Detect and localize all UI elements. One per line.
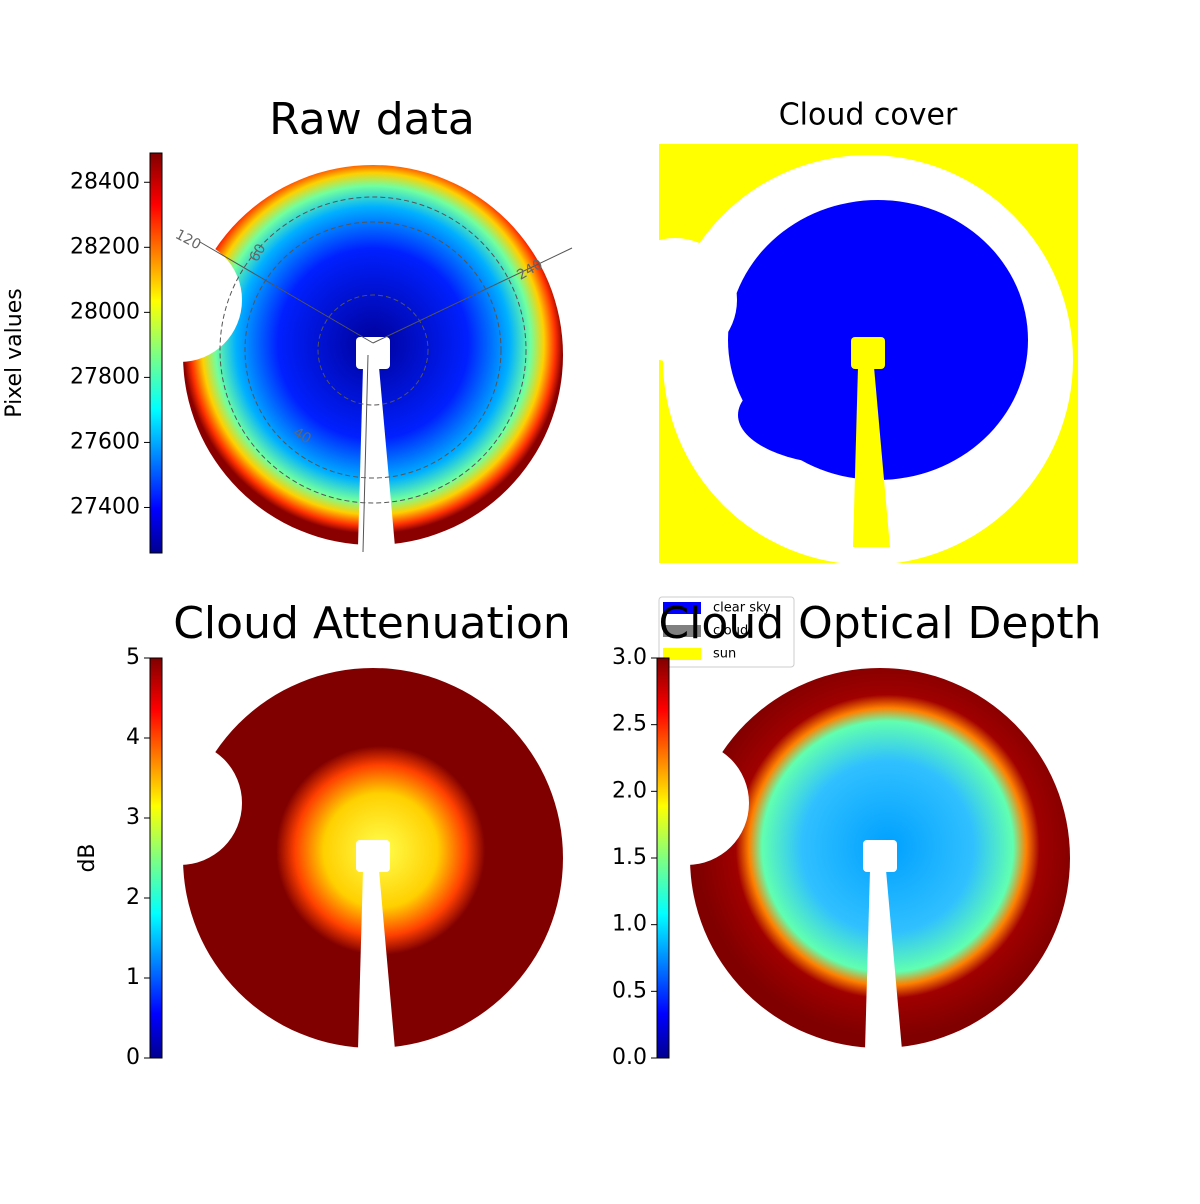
colorbar-tick-label: 2.0 bbox=[612, 778, 647, 803]
panel-title: Raw data bbox=[269, 94, 475, 145]
mask-notch bbox=[613, 238, 737, 362]
legend-label: clear sky bbox=[713, 601, 771, 616]
colorbar-tick-label: 1.5 bbox=[612, 845, 647, 870]
mask-notch bbox=[118, 238, 242, 362]
clear-sky-area bbox=[738, 365, 958, 465]
colorbar-tick-label: 0.5 bbox=[612, 978, 647, 1003]
legend-label: sun bbox=[713, 647, 736, 662]
colorbar-tick-label: 2 bbox=[126, 885, 140, 910]
polar-circle bbox=[317, 294, 429, 406]
polar-grid bbox=[199, 196, 573, 553]
legend-swatch bbox=[663, 625, 701, 637]
panel-title: Cloud Optical Depth bbox=[658, 598, 1101, 649]
colorbar-tick-label: 3 bbox=[126, 805, 140, 830]
mast bbox=[865, 870, 902, 1050]
mast-head bbox=[863, 840, 897, 872]
mast-head bbox=[851, 337, 885, 369]
colorbar-tick-label: 27800 bbox=[70, 364, 140, 389]
colorbar-tick-label: 0 bbox=[126, 1045, 140, 1070]
polar-label: 40 bbox=[290, 425, 313, 448]
colorbar-label: dB bbox=[75, 843, 100, 872]
colorbar-tick-label: 5 bbox=[126, 645, 140, 670]
polar-spoke bbox=[362, 354, 369, 553]
colorbar-tick-label: 28400 bbox=[70, 169, 140, 194]
colorbar bbox=[656, 657, 670, 1059]
legend-swatch bbox=[663, 648, 701, 660]
colorbar-tick-label: 3.0 bbox=[612, 645, 647, 670]
colorbar-tick-label: 0.0 bbox=[612, 1045, 647, 1070]
mast bbox=[853, 367, 890, 547]
mask-notch bbox=[118, 741, 242, 865]
polar-circle bbox=[244, 221, 502, 479]
polar-label: 60 bbox=[247, 241, 270, 264]
colorbar-tick-label: 2.5 bbox=[612, 712, 647, 737]
mast-head bbox=[356, 840, 390, 872]
colorbar bbox=[149, 657, 163, 1059]
colorbar-tick-label: 28000 bbox=[70, 299, 140, 324]
polar-spoke bbox=[372, 247, 573, 344]
polar-spoke bbox=[199, 241, 374, 344]
colorbar-tick-label: 1.0 bbox=[612, 912, 647, 937]
mast bbox=[358, 870, 395, 1050]
polar-circle bbox=[219, 196, 527, 504]
panel-title: Cloud cover bbox=[779, 98, 958, 133]
colorbar-tick-label: 4 bbox=[126, 725, 140, 750]
mask-notch bbox=[625, 741, 749, 865]
legend-swatch bbox=[663, 602, 701, 614]
colorbar-tick-label: 27600 bbox=[70, 429, 140, 454]
mast-head bbox=[356, 337, 390, 369]
colorbar-tick-label: 1 bbox=[126, 965, 140, 990]
legend-label: cloud bbox=[713, 624, 748, 639]
colorbar-label: Pixel values bbox=[2, 288, 27, 417]
colorbar-tick-label: 28200 bbox=[70, 234, 140, 259]
panel-title: Cloud Attenuation bbox=[173, 598, 571, 649]
colorbar bbox=[149, 152, 163, 554]
colorbar-tick-label: 27400 bbox=[70, 494, 140, 519]
